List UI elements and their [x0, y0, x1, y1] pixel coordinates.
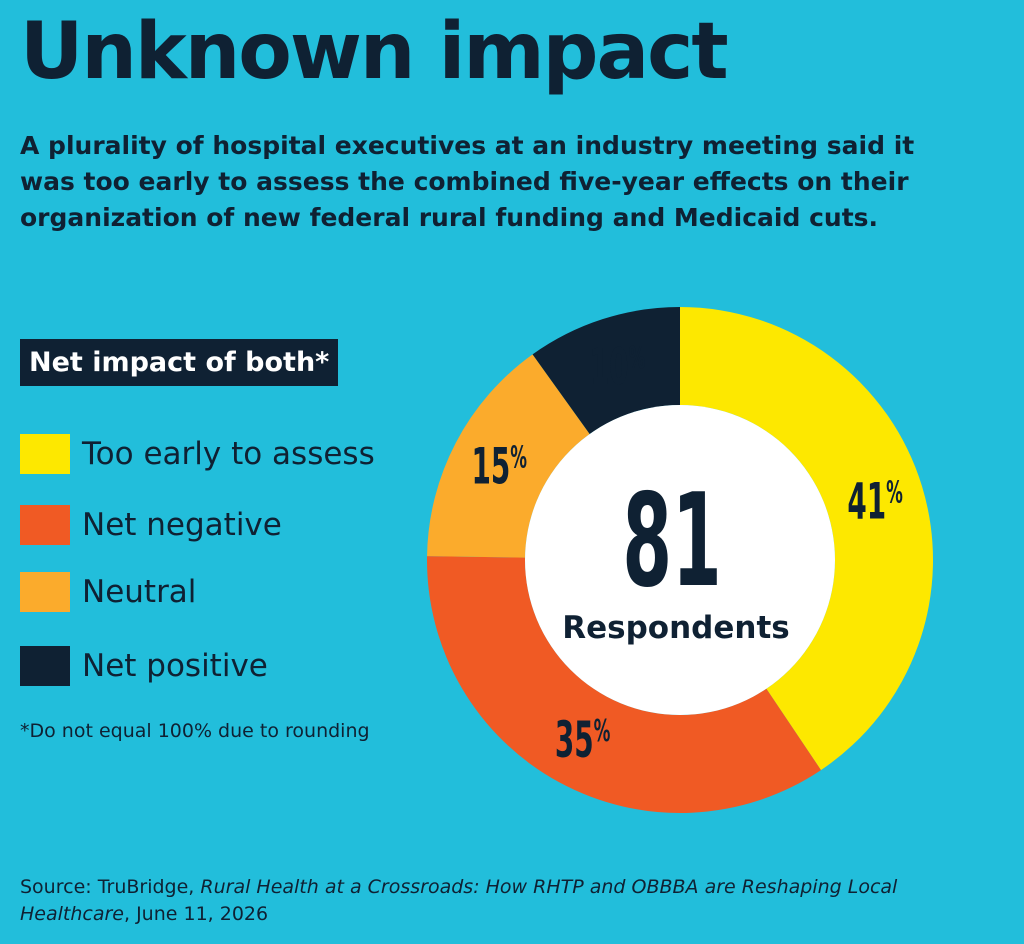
donut-slice-net-positive	[532, 307, 680, 435]
source-suffix: , June 11, 2026	[123, 903, 269, 925]
donut-slice-neutral	[427, 354, 590, 558]
source-note: Source: TruBridge, Rural Health at a Cro…	[20, 874, 920, 928]
source-prefix: Source: TruBridge,	[20, 876, 201, 898]
legend-label: Net positive	[82, 648, 268, 684]
legend-swatch	[20, 434, 70, 474]
legend-swatch	[20, 646, 70, 686]
center-label: Respondents	[562, 610, 789, 646]
legend-label: Neutral	[82, 574, 197, 610]
legend-label: Net negative	[82, 507, 282, 543]
chart-subtitle: A plurality of hospital executives at an…	[20, 131, 915, 232]
chart-title: Unknown impact	[20, 7, 729, 97]
donut-slices	[427, 307, 934, 813]
source-report-title: Rural Health at a Crossroads: How RHTP a…	[20, 876, 898, 925]
slice-labels: 41%35%15%10%	[471, 337, 902, 769]
legend-swatch	[20, 505, 70, 545]
donut-slice-too-early-to-assess	[680, 307, 934, 771]
legend-label: Too early to assess	[82, 436, 375, 472]
donut-slice-net-negative	[427, 556, 821, 813]
legend-title: Net impact of both*	[20, 339, 339, 386]
donut-hole	[525, 405, 835, 715]
center-value: 81	[622, 467, 721, 616]
footnote: *Do not equal 100% due to rounding	[20, 720, 370, 742]
legend-swatch	[20, 572, 70, 612]
